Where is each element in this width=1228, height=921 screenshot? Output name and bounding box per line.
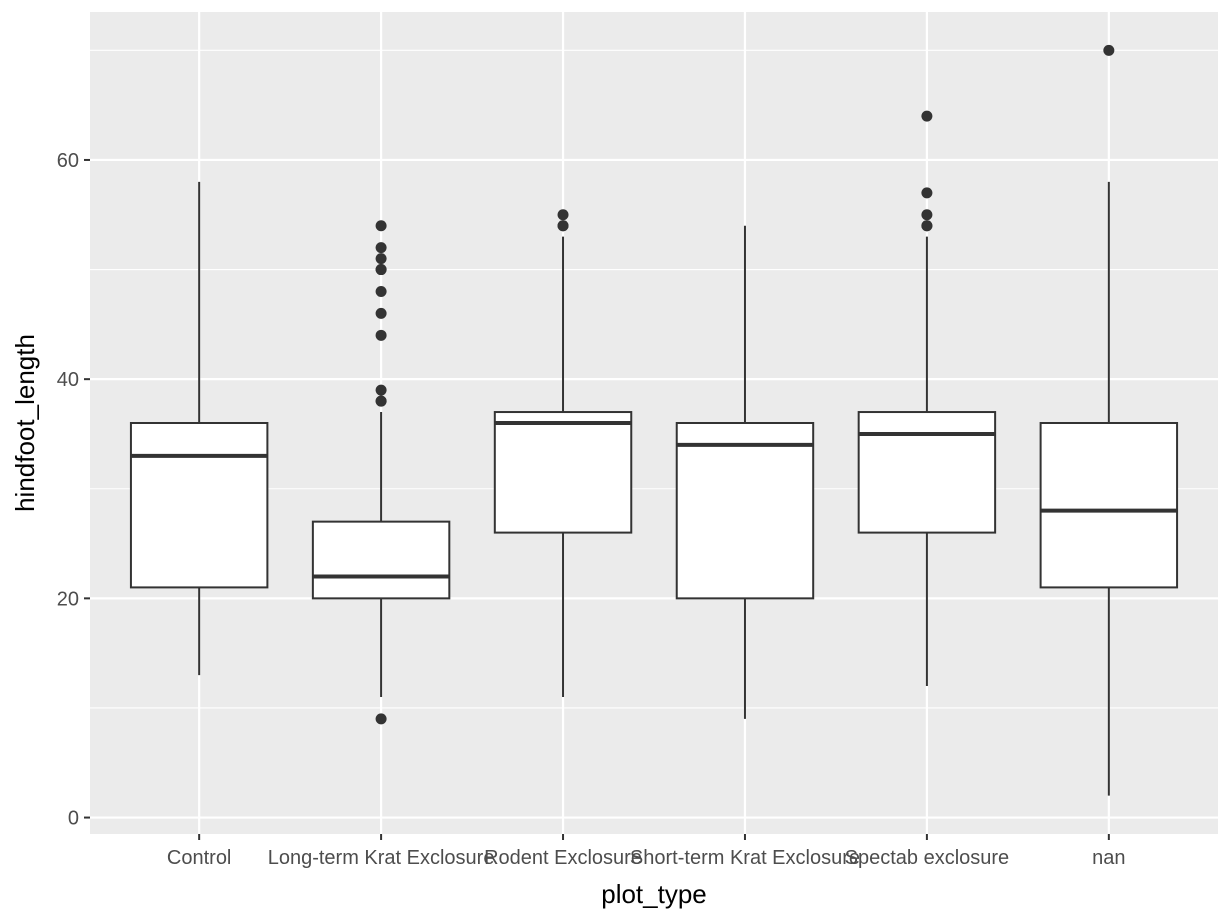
- outlier-point: [375, 253, 387, 265]
- box-group: [129, 181, 269, 676]
- outlier-point: [375, 384, 387, 396]
- y-tick-label: 40: [57, 369, 79, 391]
- outlier-point: [375, 285, 387, 297]
- box-iqr: [1039, 422, 1179, 589]
- boxes-layer: [129, 44, 1179, 796]
- box-group: [1039, 44, 1179, 796]
- y-tick-label: 0: [68, 808, 79, 830]
- x-axis-title: plot_type: [601, 879, 707, 909]
- minor-gridlines: [90, 49, 1218, 709]
- outlier-point: [921, 187, 933, 199]
- outlier-point: [375, 329, 387, 341]
- x-tick-label: Control: [167, 847, 231, 869]
- outlier-point: [375, 307, 387, 319]
- x-tick-label: Rodent Exclosure: [484, 847, 642, 869]
- plot-panel: [90, 12, 1218, 834]
- box-iqr: [675, 422, 815, 600]
- x-tick-label: Spectab exclosure: [845, 847, 1010, 869]
- outlier-point: [375, 395, 387, 407]
- y-tick-label: 60: [57, 150, 79, 172]
- outlier-point: [375, 220, 387, 232]
- outlier-point: [557, 220, 569, 232]
- y-axis-title: hindfoot_length: [10, 334, 40, 512]
- box-group: [857, 110, 997, 687]
- outlier-point: [375, 264, 387, 276]
- x-tick-label: nan: [1092, 847, 1125, 869]
- x-tick-label: Short-term Krat Exclosure: [630, 847, 860, 869]
- box-iqr: [493, 411, 633, 534]
- outlier-point: [921, 220, 933, 232]
- outlier-point: [557, 209, 569, 221]
- y-tick-label: 20: [57, 588, 79, 610]
- box-iqr: [129, 422, 269, 589]
- box-group: [675, 225, 815, 719]
- box-group: [493, 209, 633, 697]
- outlier-point: [921, 110, 933, 122]
- y-axis: 0 20 40 60: [57, 150, 90, 830]
- outlier-point: [375, 242, 387, 254]
- x-tick-label: Long-term Krat Exclosure: [268, 847, 495, 869]
- box-iqr: [857, 411, 997, 534]
- outlier-point: [921, 209, 933, 221]
- box-iqr: [311, 520, 451, 600]
- box-group: [311, 220, 451, 725]
- outlier-point: [375, 713, 387, 725]
- outlier-point: [1103, 44, 1115, 56]
